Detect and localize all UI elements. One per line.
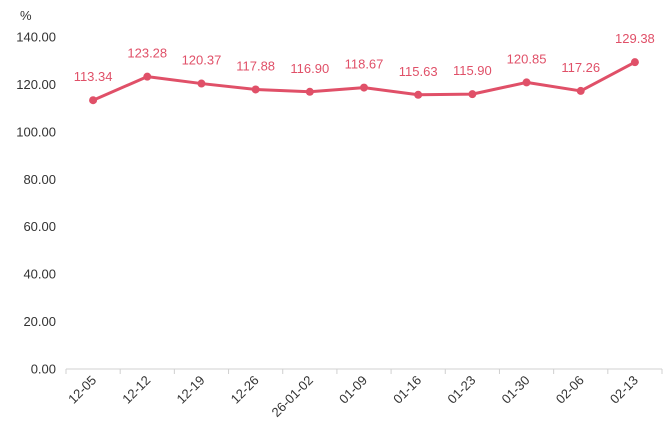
series-group: 113.34 123.28 120.37 117.88 116.90 118.67 115.… <box>74 31 655 105</box>
x-tick-label: 12-26 <box>228 373 262 407</box>
data-label: 117.26 <box>561 60 600 75</box>
data-point <box>251 85 260 94</box>
x-axis: 12-05 12-12 12-19 12-26 26-01-02 01-09 01-16 01… <box>65 369 663 420</box>
y-tick-label: 140.00 <box>16 30 56 45</box>
y-tick-label: 80.00 <box>23 172 56 187</box>
x-tick-label: 12-19 <box>173 373 207 407</box>
data-point <box>197 79 206 88</box>
data-point <box>414 90 423 99</box>
x-tick-label: 01-30 <box>499 373 533 407</box>
x-tick-label: 02-06 <box>553 373 587 407</box>
data-point <box>143 72 152 81</box>
data-label: 115.90 <box>453 63 492 78</box>
x-tick-label: 12-05 <box>65 373 99 407</box>
y-tick-label: 100.00 <box>16 124 56 139</box>
data-label: 123.28 <box>127 46 167 61</box>
data-point <box>89 96 98 105</box>
y-tick-label: 20.00 <box>23 314 56 329</box>
x-tick-label: 01-23 <box>444 373 478 407</box>
x-tick-label: 02-13 <box>607 373 641 407</box>
x-tick-label: 12-12 <box>119 373 153 407</box>
data-point <box>576 86 585 95</box>
data-point <box>630 58 639 67</box>
data-label: 115.63 <box>399 64 438 79</box>
data-label: 120.37 <box>182 53 222 68</box>
x-tick-label: 01-09 <box>336 373 370 407</box>
data-label: 120.85 <box>507 51 547 66</box>
x-tick-label: 26-01-02 <box>269 373 316 420</box>
data-label: 118.67 <box>345 57 384 72</box>
data-label: 116.90 <box>290 61 329 76</box>
data-point <box>468 90 477 99</box>
data-point <box>360 83 368 92</box>
y-tick-label: 60.00 <box>23 219 56 234</box>
data-label: 113.34 <box>74 69 113 84</box>
data-point <box>522 78 531 87</box>
data-point <box>305 87 314 96</box>
y-axis: 0.00 20.00 40.00 60.00 80.00 100.00 120.00 140.… <box>16 30 56 377</box>
data-label: 117.88 <box>236 58 275 73</box>
data-label: 129.38 <box>615 31 655 46</box>
y-tick-label: 0.00 <box>31 362 56 377</box>
y-tick-label: 120.00 <box>16 77 56 92</box>
y-unit-label: % <box>20 8 32 23</box>
y-tick-label: 40.00 <box>23 267 56 282</box>
x-tick-label: 01-16 <box>390 373 424 407</box>
